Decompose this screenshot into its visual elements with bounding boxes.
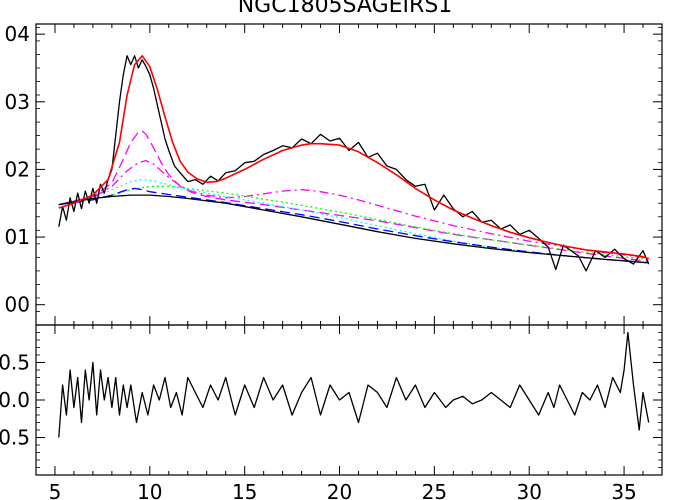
- bottom-y-tick-label: 0.5: [0, 351, 30, 375]
- x-tick-label: 5: [49, 480, 62, 500]
- bottom-frame: [35, 324, 663, 476]
- x-tick-label: 35: [611, 480, 636, 500]
- x-tick-label: 15: [232, 480, 257, 500]
- top-frame: [35, 23, 663, 326]
- top-series-continuum: [58, 194, 649, 264]
- bottom-y-tick-label: 0.0: [0, 388, 30, 412]
- x-tick-label: 30: [516, 480, 541, 500]
- top-series-component: [58, 178, 649, 264]
- x-axis: 5 10 15 20 25 30 35: [49, 480, 637, 500]
- x-tick-label: 10: [137, 480, 162, 500]
- bottom-series-residual: [58, 331, 650, 438]
- top-series-component: [58, 130, 649, 263]
- top-series-model-fit: [58, 54, 649, 260]
- bottom-panel: 0.5 0.0 0.5: [0, 324, 663, 476]
- top-series-component: [58, 159, 649, 259]
- chart-title: NGC1805SAGEIRS1: [238, 0, 453, 18]
- top-series-component: [58, 185, 649, 261]
- top-y-tick-label: 04: [5, 22, 30, 46]
- top-y-tick-label: 00: [5, 293, 30, 317]
- x-tick-label: 25: [422, 480, 447, 500]
- top-series-component: [58, 187, 649, 264]
- top-y-tick-label: 03: [5, 90, 30, 114]
- top-y-tick-label: 01: [5, 225, 30, 249]
- top-panel: 00 01 02 03 04: [5, 22, 663, 326]
- top-series-observed: [58, 55, 650, 272]
- top-y-tick-label: 02: [5, 157, 30, 181]
- x-tick-label: 20: [327, 480, 352, 500]
- bottom-y-tick-label: 0.5: [0, 426, 30, 450]
